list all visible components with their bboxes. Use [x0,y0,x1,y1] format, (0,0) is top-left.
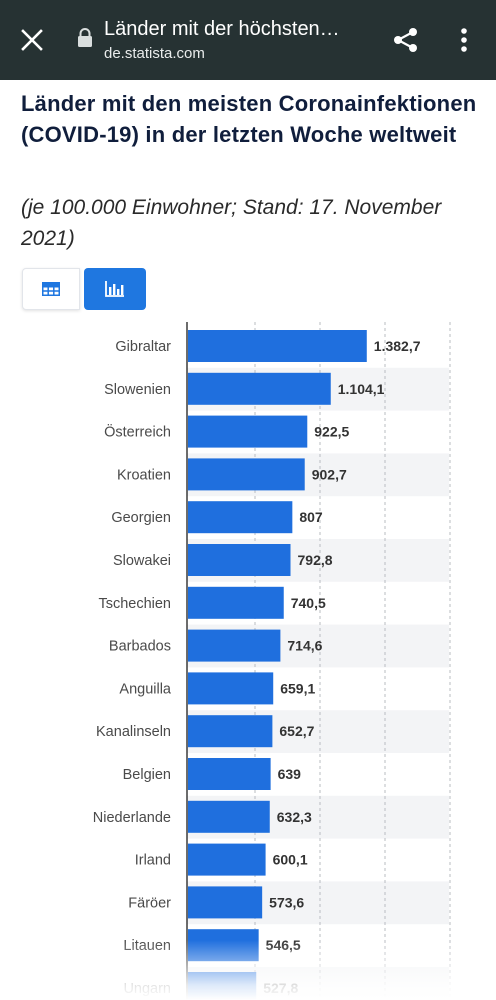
bar[interactable] [188,330,367,362]
value-label: 902,7 [312,466,347,482]
address-bar[interactable]: Länder mit der höchsten… de.statista.com [104,16,374,64]
category-label: Österreich [104,423,171,441]
category-label: Irland [135,853,171,869]
bar[interactable] [188,672,274,705]
category-label: Tschechien [98,596,171,612]
value-label: 659,1 [280,680,315,696]
page-title: Länder mit der höchsten… [104,18,340,40]
close-button[interactable] [14,22,50,58]
more-options-button[interactable] [448,22,480,58]
category-label: Barbados [109,639,171,655]
bar[interactable] [188,972,257,1000]
category-label: Färöer [128,895,171,911]
statistic-title: Länder mit den meisten Coronainfektionen… [21,91,477,147]
value-label: 652,7 [279,723,314,739]
category-label: Gibraltar [115,339,171,355]
category-label: Georgien [111,510,171,526]
value-label: 546,5 [266,937,301,953]
table-view-button[interactable] [22,268,80,310]
close-icon [21,29,43,51]
category-label: Slowakei [113,553,171,569]
share-icon [394,28,417,52]
category-label: Kanalinseln [96,724,171,740]
bar-chart: Gibraltar 1.382,7 Slowenien 1.104,1 Österrei… [93,322,451,1000]
chart-view-button[interactable] [84,268,146,310]
share-button[interactable] [388,22,424,58]
bar[interactable] [188,586,284,619]
value-label: 527,8 [263,980,298,996]
value-label: 714,6 [287,638,322,654]
statistic-subtitle: (je 100.000 Einwohner; Stand: 17. Novemb… [21,196,442,250]
bar-chart-icon [105,281,124,297]
value-label: 1.104,1 [338,381,385,397]
category-label: Kroatien [117,467,171,483]
bar[interactable] [188,886,263,919]
bar[interactable] [188,544,291,576]
value-label: 639 [278,766,302,782]
page-url: de.statista.com [104,45,205,62]
value-label: 792,8 [298,552,333,568]
value-label: 740,5 [291,595,326,611]
bar[interactable] [188,415,308,448]
bar[interactable] [188,800,270,833]
category-label: Belgien [123,767,171,783]
value-label: 600,1 [273,852,308,868]
bar[interactable] [188,629,281,662]
value-label: 632,3 [277,809,312,825]
value-label: 1.382,7 [374,338,421,354]
table-icon [42,282,60,296]
category-label: Ungarn [123,981,171,997]
bar[interactable] [188,458,305,491]
bar[interactable] [188,929,259,962]
bar[interactable] [188,501,293,534]
more-vert-icon [461,28,467,52]
value-label: 573,6 [269,894,304,910]
category-label: Niederlande [93,810,171,826]
bar[interactable] [188,715,273,748]
lock-icon [78,28,92,47]
browser-toolbar: Länder mit der höchsten… de.statista.com [0,0,496,80]
category-label: Litauen [123,938,171,954]
bar[interactable] [188,758,271,790]
value-label: 922,5 [314,424,349,440]
bar[interactable] [188,843,266,876]
view-toggle [22,268,146,310]
bar[interactable] [188,372,331,405]
category-label: Anguilla [119,681,172,697]
value-label: 807 [299,509,323,525]
category-label: Slowenien [104,382,171,398]
